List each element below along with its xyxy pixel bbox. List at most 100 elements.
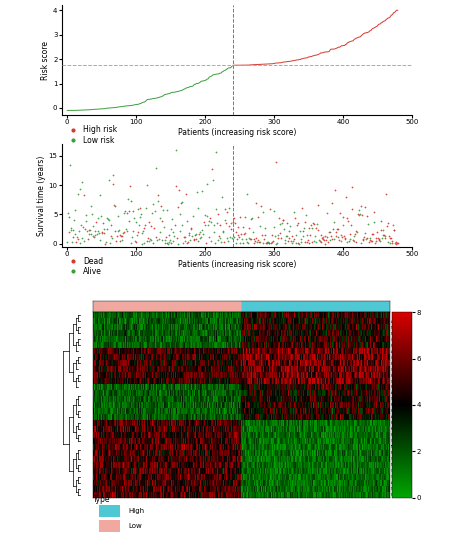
- Point: [353, 238, 360, 247]
- Point: [203, 179, 211, 188]
- Point: [377, 216, 384, 225]
- Point: [345, 216, 352, 225]
- Point: [98, 228, 105, 237]
- Point: [67, 225, 75, 234]
- Point: [257, 201, 265, 210]
- Point: [210, 228, 217, 237]
- Point: [111, 227, 118, 235]
- Point: [157, 201, 165, 210]
- Point: [115, 226, 123, 235]
- Point: [215, 235, 222, 244]
- Point: [151, 207, 159, 215]
- Point: [122, 224, 129, 233]
- Point: [164, 239, 172, 248]
- Point: [259, 208, 267, 217]
- Point: [194, 237, 202, 246]
- Point: [359, 236, 366, 244]
- Point: [196, 234, 203, 243]
- Point: [341, 235, 348, 243]
- Point: [233, 227, 240, 236]
- Point: [179, 197, 186, 206]
- Point: [304, 230, 311, 239]
- Point: [306, 239, 313, 248]
- Point: [283, 219, 291, 227]
- Point: [292, 231, 300, 240]
- Point: [281, 238, 289, 247]
- Point: [389, 236, 396, 245]
- Point: [321, 239, 328, 248]
- Point: [166, 236, 174, 245]
- Point: [143, 181, 150, 190]
- Point: [271, 232, 279, 241]
- Point: [253, 234, 260, 242]
- Point: [167, 239, 174, 248]
- Point: [128, 233, 136, 242]
- Point: [228, 219, 235, 228]
- Point: [325, 228, 333, 236]
- Point: [197, 227, 204, 236]
- Point: [390, 226, 398, 235]
- Point: [348, 183, 356, 192]
- Point: [138, 239, 146, 248]
- Point: [213, 219, 221, 227]
- Point: [371, 217, 378, 226]
- Point: [263, 238, 271, 247]
- Point: [308, 224, 315, 233]
- Point: [97, 235, 104, 244]
- Point: [163, 206, 170, 214]
- Point: [375, 235, 383, 243]
- Point: [230, 213, 238, 222]
- Point: [356, 209, 364, 218]
- Point: [261, 224, 268, 233]
- Point: [65, 213, 73, 222]
- Point: [174, 239, 182, 248]
- Point: [183, 239, 191, 248]
- Point: [188, 224, 195, 233]
- Point: [156, 228, 164, 236]
- Point: [170, 231, 178, 240]
- Text: Low: Low: [128, 523, 142, 528]
- Point: [318, 230, 325, 239]
- Point: [377, 226, 385, 234]
- Point: [248, 235, 255, 243]
- Point: [79, 234, 86, 243]
- Point: [217, 237, 225, 246]
- Point: [188, 231, 196, 240]
- Point: [90, 222, 97, 231]
- Point: [67, 223, 74, 232]
- Point: [286, 222, 294, 230]
- Point: [386, 234, 393, 243]
- Point: [249, 227, 257, 236]
- Point: [295, 219, 302, 228]
- Point: [214, 210, 221, 219]
- Point: [135, 228, 142, 237]
- Point: [303, 237, 310, 246]
- Point: [273, 239, 281, 248]
- Point: [129, 226, 137, 235]
- Point: [265, 239, 273, 248]
- Point: [184, 238, 192, 246]
- Point: [135, 221, 143, 229]
- Point: [338, 233, 346, 241]
- Point: [291, 213, 299, 222]
- Point: [256, 222, 264, 230]
- Point: [181, 233, 188, 242]
- Point: [306, 231, 314, 240]
- Point: [244, 238, 251, 246]
- Point: [272, 239, 280, 248]
- Point: [271, 207, 278, 215]
- Point: [246, 234, 254, 243]
- Point: [345, 236, 353, 245]
- Point: [365, 219, 372, 228]
- Point: [84, 235, 91, 243]
- Point: [153, 236, 161, 244]
- Point: [302, 211, 310, 219]
- Point: [147, 222, 155, 230]
- Point: [146, 237, 153, 245]
- Point: [239, 239, 246, 248]
- Point: [392, 237, 400, 246]
- Point: [193, 188, 201, 197]
- Point: [323, 233, 330, 241]
- Point: [378, 233, 386, 242]
- Point: [370, 207, 377, 216]
